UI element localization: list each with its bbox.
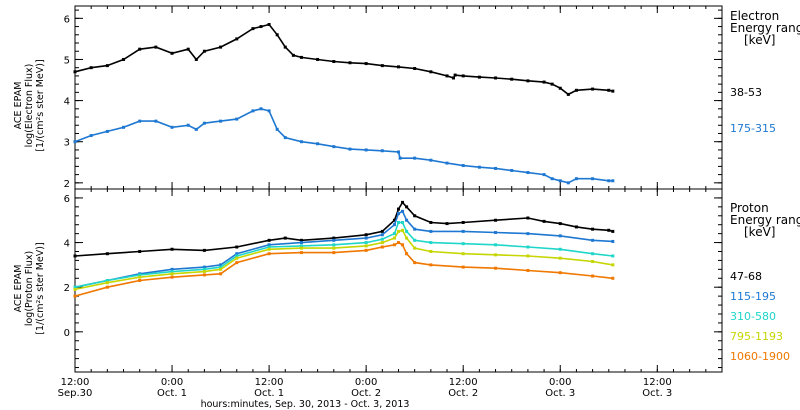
y-tick-label: 3 [64, 138, 70, 149]
legend-entry: 310-580 [730, 310, 776, 323]
series-trace [74, 241, 613, 297]
legend-title-line: Electron [730, 9, 779, 23]
legend-title-line: [keV] [744, 33, 775, 47]
y-axis-title: ACE EPAMlog(Electron Flux)[1/(cm²s ster … [13, 59, 46, 151]
data-point [611, 89, 615, 93]
data-point [611, 229, 615, 233]
x-tick-date: Oct. 3 [545, 388, 575, 399]
y-tick-label: 2 [64, 283, 70, 294]
x-tick-time: 0:00 [355, 377, 377, 388]
y-tick-label: 4 [64, 239, 70, 250]
proton-panel: 0 2 4 6 ACE EPAMlog(Proton Flux)[1/(cm²s ste… [13, 188, 800, 373]
data-point [611, 239, 615, 243]
series-310-580 [73, 220, 615, 289]
y-axis-title-line: ACE EPAM [13, 82, 24, 130]
y-axis-title-line: ACE EPAM [13, 265, 24, 313]
data-point [611, 254, 615, 258]
x-tick-time: 12:00 [61, 377, 90, 388]
data-point [73, 140, 77, 144]
y-axis-title-line: [1/(cm²s ster MeV)] [35, 59, 46, 151]
data-point [611, 179, 615, 183]
legend-title-line: Energy range [730, 21, 800, 35]
y-tick-label: 6 [64, 14, 70, 25]
legend-entry: 175-315 [730, 122, 776, 135]
legend-entry: 1060-1900 [730, 350, 790, 363]
y-tick-label: 5 [64, 55, 70, 66]
x-tick-date: Oct. 2 [448, 388, 478, 399]
y-tick-label: 6 [64, 194, 70, 205]
x-tick-date: Oct. 3 [642, 388, 672, 399]
x-tick-time: 0:00 [161, 377, 183, 388]
y-tick-label: 0 [64, 328, 70, 339]
series-38-53 [73, 23, 615, 96]
legend-title-line: [keV] [744, 225, 775, 239]
data-point [73, 294, 77, 298]
electron-panel: 2 3 4 5 6 ACE EPAMlog(Electron Flux)[1/(cm²s … [13, 5, 800, 190]
panel-frame [74, 5, 723, 190]
y-axis-title-line: log(Electron Flux) [24, 64, 35, 148]
series-trace [74, 221, 613, 288]
y-axis-title-line: log(Proton Flux) [24, 251, 35, 326]
data-point [611, 276, 615, 280]
series-175-315 [73, 107, 615, 185]
legend-entry: 47-68 [730, 270, 762, 283]
y-tick-label: 2 [64, 179, 70, 190]
series-trace [74, 229, 613, 291]
series-795-1193 [73, 228, 615, 291]
series-trace [74, 201, 614, 257]
series-trace [74, 210, 613, 288]
y-axis-title: ACE EPAMlog(Proton Flux)[1/(cm²s ster Me… [13, 242, 46, 334]
x-tick-time: 12:00 [643, 377, 672, 388]
legend-title-line: Energy range [730, 213, 800, 227]
legend-entry: 38-53 [730, 86, 762, 99]
legend-entry: 795-1193 [730, 330, 783, 343]
y-tick-label: 4 [64, 97, 70, 108]
x-tick-date: Oct. 2 [351, 388, 381, 399]
x-tick-time: 12:00 [255, 377, 284, 388]
x-tick-date: Oct. 1 [254, 388, 284, 399]
y-axis-title-line: [1/(cm²s ster MeV)] [35, 242, 46, 334]
series-trace [74, 107, 613, 184]
x-axis-title: hours:minutes, Sep. 30, 2013 - Oct. 3, 2… [201, 399, 410, 410]
x-tick-time: 12:00 [449, 377, 478, 388]
data-point [611, 263, 615, 267]
data-point [73, 287, 77, 291]
x-tick-date: Sep.30 [58, 388, 93, 399]
series-47-68 [73, 200, 615, 258]
x-tick-date: Oct. 1 [157, 388, 187, 399]
legend-entry: 115-195 [730, 290, 776, 303]
series-115-195 [73, 209, 615, 289]
series-trace [74, 23, 613, 96]
series-1060-1900 [73, 241, 615, 298]
panel-frame [74, 188, 723, 373]
x-tick-time: 0:00 [549, 377, 571, 388]
legend-title-line: Proton [730, 201, 769, 215]
